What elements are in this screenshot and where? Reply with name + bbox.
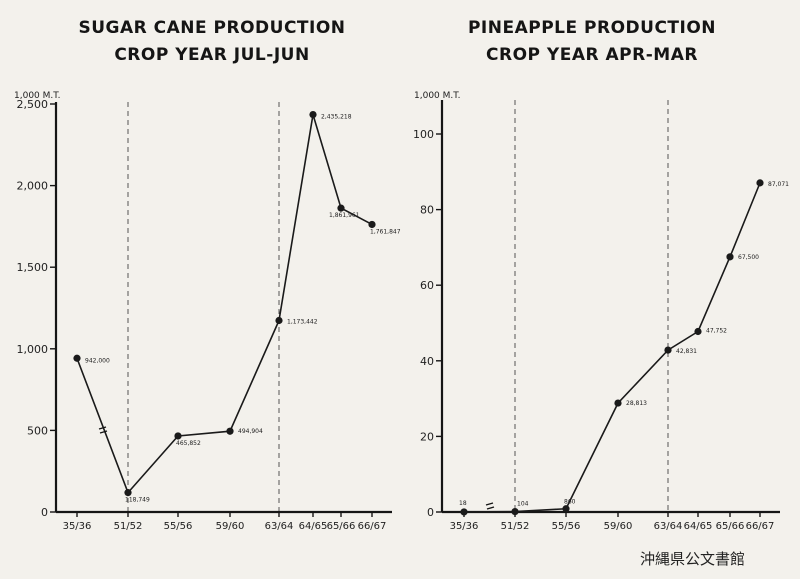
y-tick-label: 1,500 bbox=[17, 261, 49, 274]
data-label: 118,749 bbox=[125, 497, 150, 504]
axis-break-mark bbox=[98, 426, 107, 430]
pineapple-chart: PINEAPPLE PRODUCTION CROP YEAR APR-MAR 1… bbox=[413, 18, 789, 532]
y-tick-label: 500 bbox=[27, 424, 48, 437]
data-point bbox=[174, 432, 182, 440]
data-label: 67,500 bbox=[738, 254, 759, 261]
x-tick-label: 35/36 bbox=[63, 521, 92, 532]
chart-title-line1: SUGAR CANE PRODUCTION bbox=[78, 18, 345, 38]
data-point bbox=[275, 316, 283, 325]
y-axis-unit-label: 1,000 M.T. bbox=[14, 91, 61, 101]
data-label: 494,904 bbox=[238, 428, 263, 435]
data-label: 2,435,218 bbox=[321, 114, 352, 121]
data-point bbox=[562, 505, 570, 513]
x-tick-label: 55/56 bbox=[164, 521, 193, 532]
data-label: 860 bbox=[564, 499, 576, 506]
data-label: 18 bbox=[459, 500, 467, 507]
data-point bbox=[73, 354, 81, 362]
y-tick-label: 0 bbox=[41, 506, 48, 519]
data-label: 42,831 bbox=[676, 348, 697, 355]
y-axis-unit-label: 1,000 M.T. bbox=[414, 91, 461, 101]
y-tick-label: 0 bbox=[427, 506, 434, 519]
data-point bbox=[309, 110, 317, 119]
data-label: 1,173,442 bbox=[287, 318, 318, 325]
data-point bbox=[124, 489, 132, 497]
x-tick-label: 66/67 bbox=[358, 521, 387, 532]
data-point bbox=[368, 220, 376, 229]
axis-break-mark bbox=[99, 430, 108, 434]
chart-title-line2: CROP YEAR JUL-JUN bbox=[114, 45, 309, 65]
x-tick-label: 63/64 bbox=[654, 521, 683, 532]
x-tick-label: 65/66 bbox=[716, 521, 745, 532]
x-tick-label: 65/66 bbox=[327, 521, 356, 532]
axis-break-mark bbox=[485, 502, 494, 506]
x-tick-label: 51/52 bbox=[501, 521, 530, 532]
data-point bbox=[460, 508, 468, 516]
x-tick-label: 59/60 bbox=[604, 521, 633, 532]
data-label: 28,813 bbox=[626, 400, 647, 407]
data-point bbox=[511, 508, 519, 516]
y-tick-label: 2,000 bbox=[17, 180, 49, 193]
sugar-cane-chart: SUGAR CANE PRODUCTION CROP YEAR JUL-JUN … bbox=[14, 18, 401, 532]
x-tick-label: 59/60 bbox=[216, 521, 245, 532]
y-tick-label: 80 bbox=[420, 204, 434, 217]
data-label: 465,852 bbox=[176, 440, 201, 447]
data-point bbox=[756, 179, 764, 187]
chart-title-line2: CROP YEAR APR-MAR bbox=[486, 45, 698, 65]
x-tick-label: 64/65 bbox=[684, 521, 713, 532]
axis-break-mark bbox=[486, 506, 495, 510]
data-point bbox=[726, 253, 734, 261]
y-tick-label: 40 bbox=[420, 355, 434, 368]
data-point bbox=[664, 346, 672, 354]
data-label: 1,861,961 bbox=[329, 212, 360, 219]
x-tick-label: 64/65 bbox=[299, 521, 328, 532]
x-tick-label: 35/36 bbox=[450, 521, 479, 532]
data-label: 87,071 bbox=[768, 181, 789, 188]
data-label: 104 bbox=[517, 501, 529, 508]
y-tick-label: 100 bbox=[413, 128, 434, 141]
x-tick-label: 55/56 bbox=[552, 521, 581, 532]
data-point bbox=[614, 399, 622, 407]
series-line bbox=[76, 114, 373, 495]
data-point bbox=[694, 327, 702, 336]
data-label: 942,000 bbox=[85, 357, 110, 364]
y-tick-label: 60 bbox=[420, 279, 434, 292]
y-tick-label: 20 bbox=[420, 430, 434, 443]
x-tick-label: 63/64 bbox=[265, 521, 294, 532]
data-label: 1,761,847 bbox=[370, 228, 401, 235]
y-tick-label: 1,000 bbox=[17, 343, 49, 356]
data-label: 47,752 bbox=[706, 327, 727, 334]
archive-stamp: 沖縄県公文書館 bbox=[640, 550, 746, 568]
series-line bbox=[463, 182, 761, 513]
data-point bbox=[337, 204, 345, 212]
x-tick-label: 66/67 bbox=[746, 521, 775, 532]
x-tick-label: 51/52 bbox=[114, 521, 143, 532]
y-tick-label: 2,500 bbox=[17, 98, 49, 111]
chart-title-line1: PINEAPPLE PRODUCTION bbox=[468, 18, 716, 38]
data-point bbox=[226, 427, 234, 435]
